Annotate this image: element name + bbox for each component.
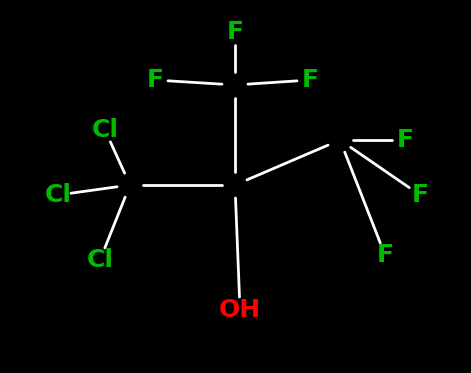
Text: F: F [146, 68, 163, 92]
Text: F: F [301, 68, 318, 92]
Text: OH: OH [219, 298, 261, 322]
Text: Cl: Cl [44, 183, 72, 207]
Text: F: F [397, 128, 414, 152]
Text: Cl: Cl [91, 118, 119, 142]
Text: F: F [412, 183, 429, 207]
Text: F: F [227, 20, 244, 44]
Text: Cl: Cl [87, 248, 114, 272]
Text: F: F [376, 243, 393, 267]
